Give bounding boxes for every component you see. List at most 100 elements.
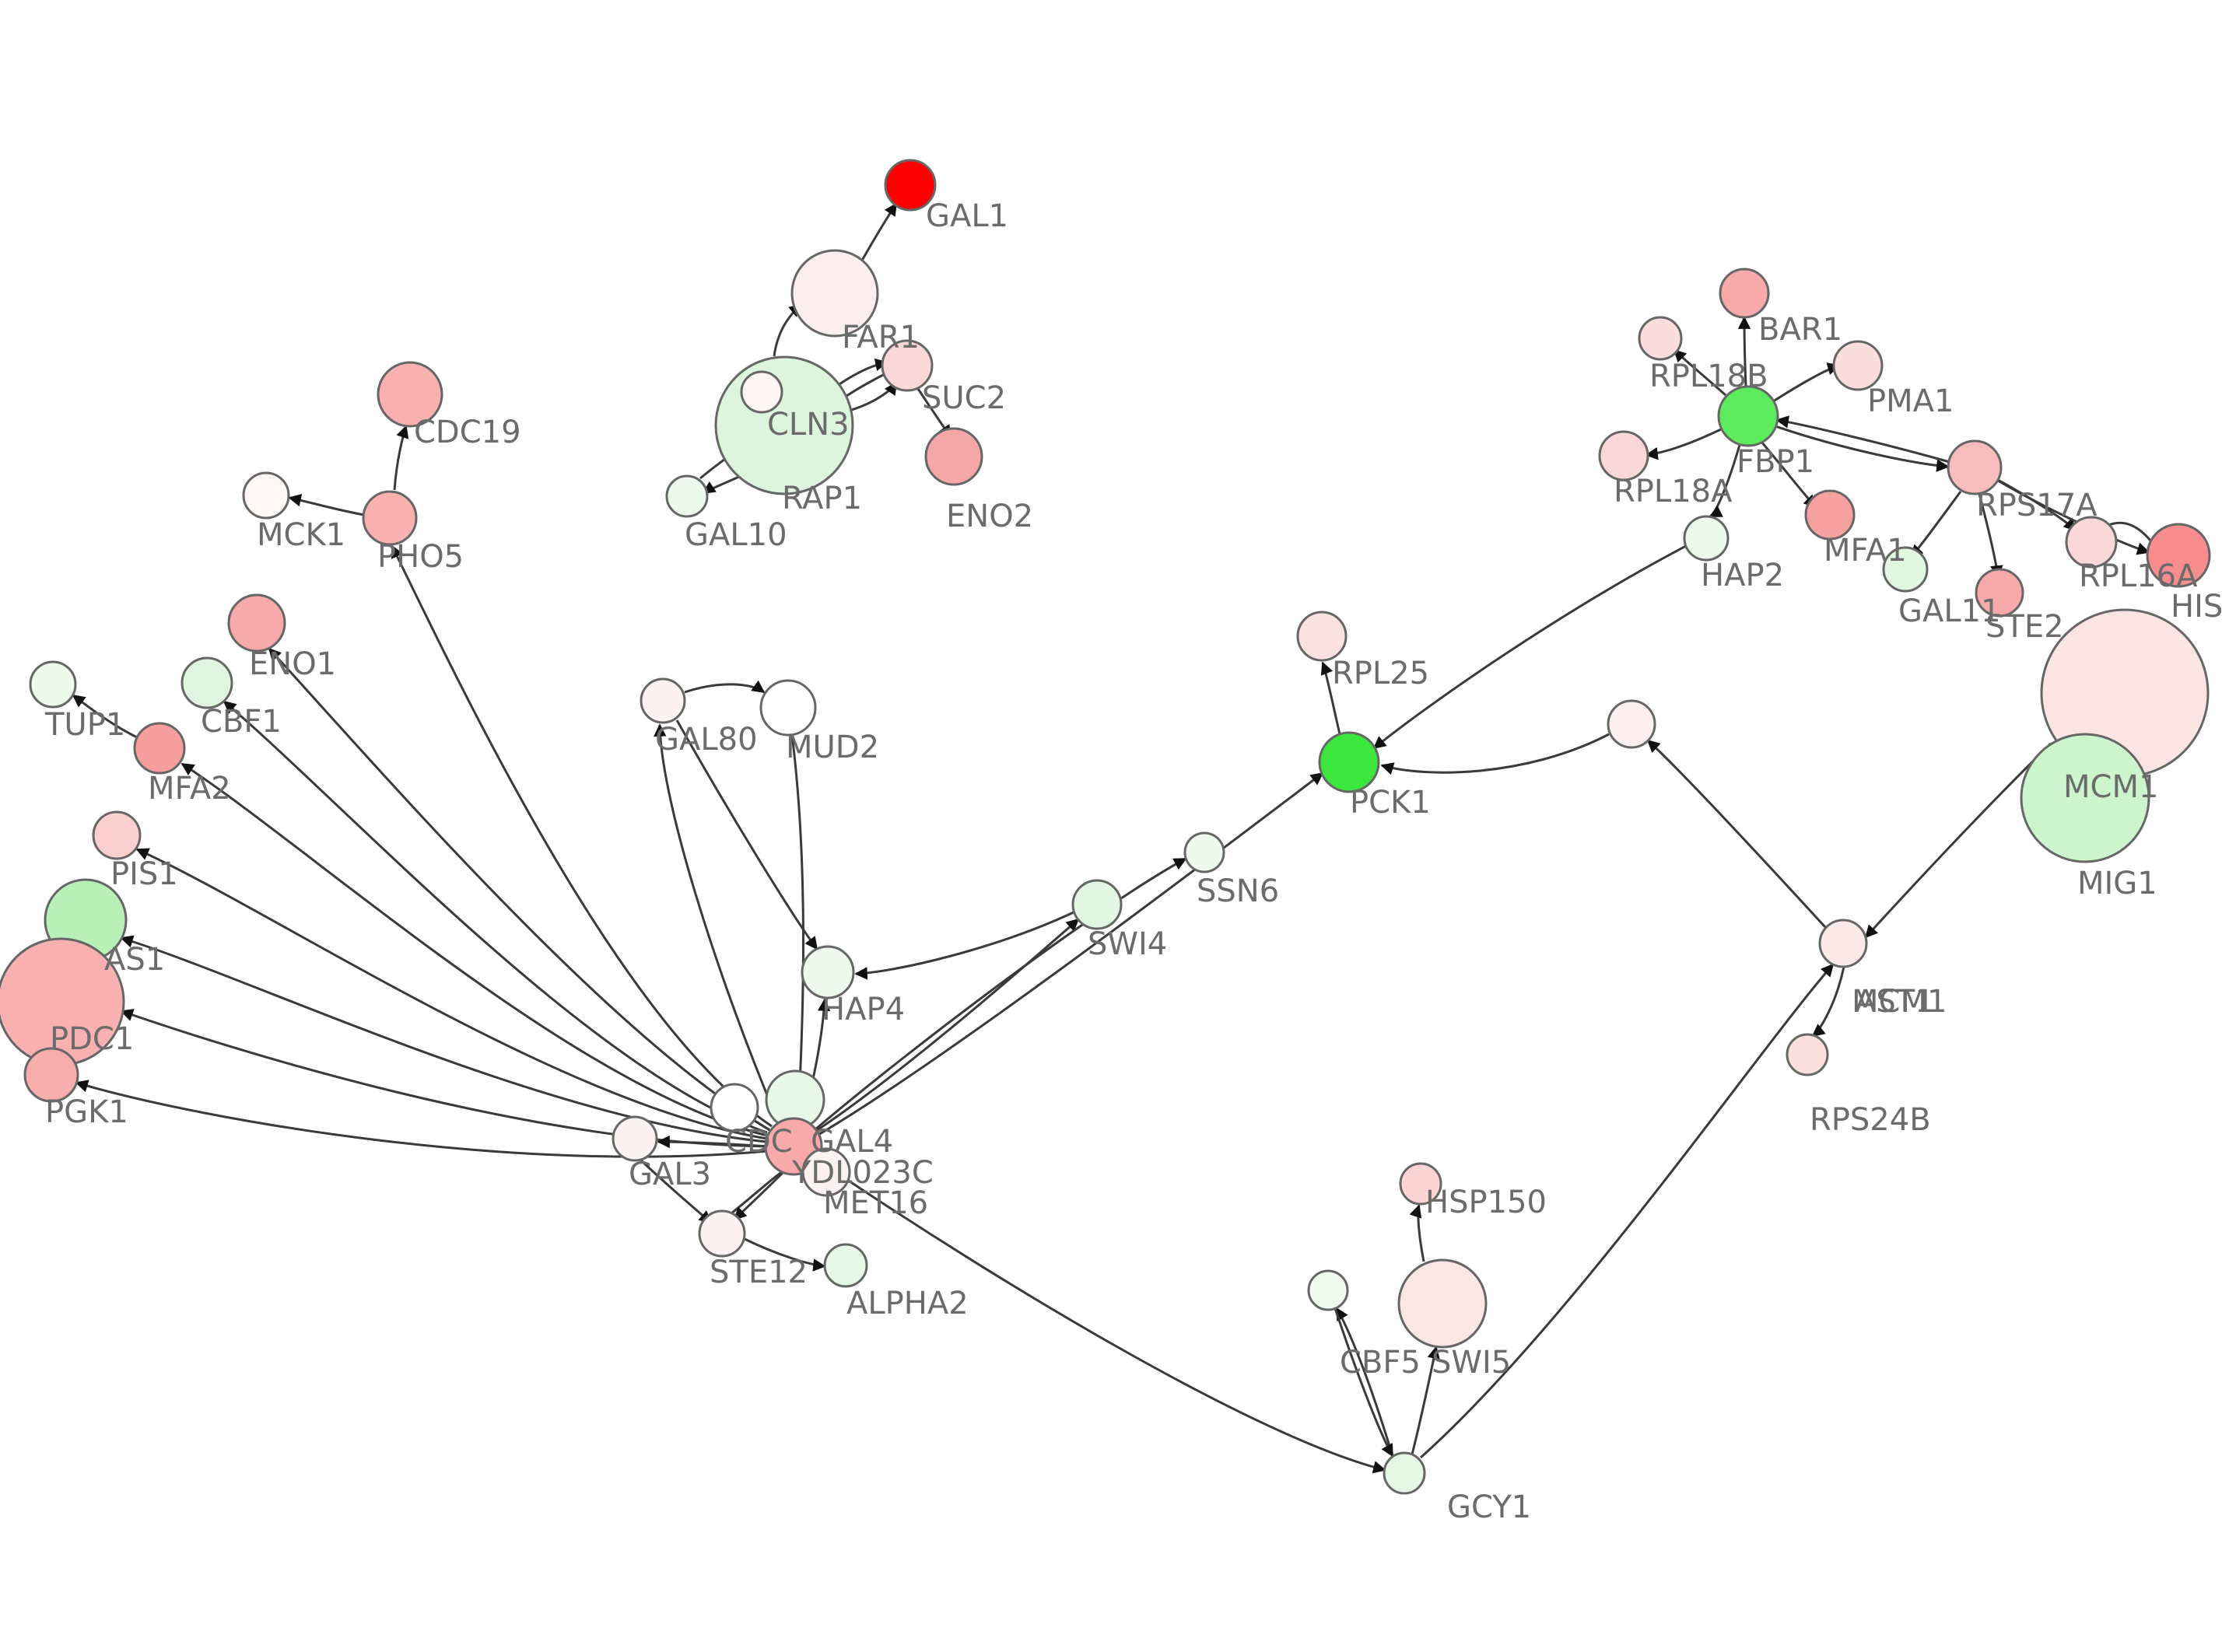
node-label-mud2: MUD2 xyxy=(786,730,879,765)
node-label-swi4: SWI4 xyxy=(1088,926,1167,962)
node-rpl16a[interactable] xyxy=(2065,516,2118,569)
edge-hap2-to-pck1 xyxy=(1372,544,1687,750)
node-label-rap1: RAP1 xyxy=(782,481,862,516)
edge-far1-to-gal1 xyxy=(858,202,898,265)
node-hap4[interactable] xyxy=(801,945,855,999)
edge-fbp1-to-pma1 xyxy=(1770,362,1841,404)
node-cdc28[interactable] xyxy=(710,1083,759,1132)
edge-gal4-to-pgk1 xyxy=(75,1080,768,1158)
node-label-rpl18b: RPL18B xyxy=(1649,359,1768,394)
node-label-ydl023c: YDL023C xyxy=(791,1155,934,1191)
edge-pho5-to-mck1 xyxy=(288,494,365,516)
node-rps17a[interactable] xyxy=(1947,439,2003,495)
node-label-gal3: GAL3 xyxy=(629,1157,711,1192)
node-mcm1b[interactable] xyxy=(2020,733,2150,863)
node-label-met16: MET16 xyxy=(823,1185,928,1221)
edge-gal4-to-ste12 xyxy=(733,1170,786,1221)
edge-pho5-to-cdc19 xyxy=(393,425,409,491)
edge-mfa2-to-tup1 xyxy=(72,694,138,739)
node-suc2[interactable] xyxy=(881,339,934,392)
node-mfa1[interactable] xyxy=(1804,489,1856,541)
node-mcm1[interactable] xyxy=(1607,699,1656,749)
node-gcy1[interactable] xyxy=(1383,1451,1426,1495)
node-gal80[interactable] xyxy=(640,677,686,724)
node-hsp150[interactable] xyxy=(1399,1162,1442,1206)
node-label-fbp1: FBP1 xyxy=(1737,444,1814,480)
node-ast1[interactable] xyxy=(1818,919,1868,968)
node-gal10[interactable] xyxy=(665,474,709,518)
node-ste2[interactable] xyxy=(1975,568,2024,618)
node-alpha2[interactable] xyxy=(823,1243,868,1288)
node-swi5[interactable] xyxy=(1397,1258,1488,1349)
node-gal11[interactable] xyxy=(1882,546,1929,593)
node-mck1[interactable] xyxy=(242,471,290,520)
node-rpl18b[interactable] xyxy=(1638,316,1683,361)
edge-gal4-to-pck1 xyxy=(816,772,1324,1137)
node-label-pgk1: PGK1 xyxy=(45,1094,128,1130)
node-his4[interactable] xyxy=(2146,523,2211,588)
node-label-rpl18a: RPL18A xyxy=(1614,474,1733,509)
edge-rps17a-to-fbp1 xyxy=(1775,415,1950,464)
edge-gal4-to-eno1 xyxy=(268,647,769,1131)
node-label-gal80: GAL80 xyxy=(655,722,758,758)
node-label-pma1: PMA1 xyxy=(1867,383,1954,419)
node-pck1[interactable] xyxy=(1318,731,1380,793)
node-label-ste2: STE2 xyxy=(1985,609,2064,645)
node-label-pdc1: PDC1 xyxy=(50,1021,134,1057)
node-mud2[interactable] xyxy=(759,679,817,737)
node-rpl25[interactable] xyxy=(1296,611,1348,662)
node-label-bar1: BAR1 xyxy=(1758,312,1842,348)
node-eno1[interactable] xyxy=(227,593,286,653)
node-label-rps17a: RPS17A xyxy=(1976,488,2098,523)
node-ste12[interactable] xyxy=(698,1209,746,1258)
node-swi4[interactable] xyxy=(1071,879,1123,930)
node-label-gal11: GAL11 xyxy=(1898,593,2001,629)
node-ssn6[interactable] xyxy=(1183,831,1225,873)
node-rap1[interactable] xyxy=(740,370,783,414)
edge-gal4-to-cbf1 xyxy=(223,700,768,1134)
node-gal3[interactable] xyxy=(612,1115,658,1162)
edge-ast1-to-mcm1 xyxy=(1646,739,1827,929)
edge-fbp1-to-hap2 xyxy=(1709,444,1741,518)
node-label-eno1: ENO1 xyxy=(249,646,336,682)
node-label-eno2: ENO2 xyxy=(946,499,1033,534)
edge-fbp1-to-bar1 xyxy=(1737,316,1751,387)
edge-gal4-to-mfa2 xyxy=(180,762,768,1137)
node-ydl023c[interactable] xyxy=(801,1147,851,1197)
node-label-mcm1: MCM1 xyxy=(1852,984,1947,1020)
node-pma1[interactable] xyxy=(1832,340,1884,391)
node-cbf1[interactable] xyxy=(180,656,233,709)
node-mfa2[interactable] xyxy=(133,722,186,775)
node-rps24b[interactable] xyxy=(1786,1033,1829,1076)
edge-gal4-to-gcy1 xyxy=(818,1159,1386,1474)
node-far1[interactable] xyxy=(790,249,879,338)
node-cdc19[interactable] xyxy=(377,361,443,428)
edge-gcy1-to-ast1 xyxy=(1419,963,1835,1459)
edge-gcy1-to-cbf5 xyxy=(1335,1307,1394,1457)
node-label-gal4: GAL4 xyxy=(811,1124,893,1160)
node-tup1[interactable] xyxy=(29,660,77,709)
node-label-mck1: MCK1 xyxy=(257,517,345,553)
node-pgk1[interactable] xyxy=(23,1047,79,1103)
edge-cln3-to-gal10 xyxy=(702,474,741,495)
edge-gal4-to-gal80 xyxy=(654,723,780,1122)
edge-mcm1-to-pck1 xyxy=(1380,733,1610,775)
node-label-hap4: HAP4 xyxy=(822,992,905,1027)
node-label-mfa2: MFA2 xyxy=(148,771,231,807)
node-cbf5[interactable] xyxy=(1307,1269,1349,1311)
edge-gal4-to-pho5 xyxy=(391,544,773,1128)
node-pho5[interactable] xyxy=(362,490,418,546)
node-pis1[interactable] xyxy=(92,810,142,860)
node-eno2[interactable] xyxy=(924,427,983,486)
node-hap2[interactable] xyxy=(1683,515,1730,562)
node-rpl18a[interactable] xyxy=(1598,430,1649,481)
node-label-ste12: STE12 xyxy=(710,1255,808,1290)
node-fbp1[interactable] xyxy=(1717,385,1779,447)
edge-gcy1-to-swi5 xyxy=(1411,1346,1440,1455)
edge-gal80-to-hap4 xyxy=(675,719,818,950)
edge-gal4-to-gal3 xyxy=(657,1135,769,1149)
node-bar1[interactable] xyxy=(1719,268,1770,319)
node-gal1[interactable] xyxy=(884,159,937,212)
